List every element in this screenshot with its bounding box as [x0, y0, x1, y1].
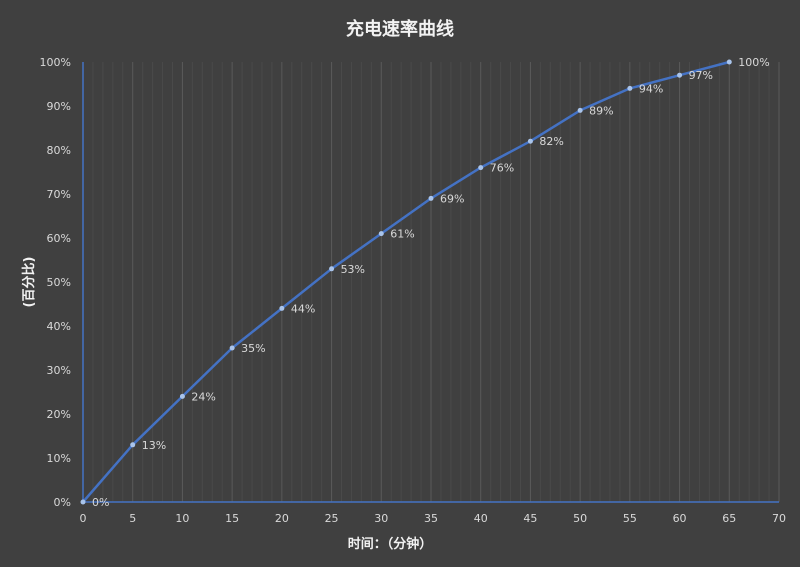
data-point: [329, 266, 335, 272]
y-tick-label: 70%: [47, 188, 71, 201]
x-tick-label: 70: [772, 512, 786, 525]
data-point: [80, 499, 86, 505]
data-point: [627, 85, 633, 91]
x-tick-label: 35: [424, 512, 438, 525]
data-label: 76%: [490, 162, 514, 175]
x-tick-label: 45: [523, 512, 537, 525]
data-point: [130, 442, 136, 448]
y-tick-label: 90%: [47, 100, 71, 113]
series: 0% 13% 24% 35% 44% 53% 61% 69% 76% 82% 89% 94% 97% 10…: [80, 56, 770, 509]
data-point: [577, 107, 583, 113]
y-tick-label: 10%: [47, 452, 71, 465]
data-label: 100%: [738, 56, 769, 69]
series-line: [82, 60, 730, 503]
x-tick-label: 65: [722, 512, 736, 525]
data-label: 61%: [390, 228, 414, 241]
data-label: 44%: [291, 302, 315, 315]
data-point: [478, 165, 484, 171]
axes: [82, 62, 779, 503]
y-axis-label: (百分比): [21, 257, 37, 308]
y-tick-label: 60%: [47, 232, 71, 245]
y-tick-label: 80%: [47, 144, 71, 157]
x-tick-label: 55: [623, 512, 637, 525]
y-tick-label: 0%: [54, 496, 71, 509]
x-tick-label: 15: [225, 512, 239, 525]
tick-labels: 0 5 10 15 20 25 30 35 40 45 50 55 60 65 70 0% 10% 20% 30% 4…: [40, 56, 786, 525]
data-label: 89%: [589, 104, 613, 117]
x-tick-label: 25: [325, 512, 339, 525]
x-tick-label: 10: [175, 512, 189, 525]
data-point: [527, 138, 533, 144]
x-tick-label: 50: [573, 512, 587, 525]
x-tick-label: 5: [129, 512, 136, 525]
data-point: [726, 59, 732, 65]
data-label: 0%: [92, 496, 109, 509]
data-point: [378, 231, 384, 237]
x-tick-label: 0: [80, 512, 87, 525]
y-tick-label: 50%: [47, 276, 71, 289]
data-label: 24%: [191, 390, 215, 403]
data-label: 35%: [241, 342, 265, 355]
data-label: 13%: [142, 439, 166, 452]
x-axis-label: 时间：（分钟）: [348, 536, 433, 552]
data-point: [229, 345, 235, 351]
y-tick-label: 100%: [40, 56, 71, 69]
data-label: 53%: [341, 263, 365, 276]
chart-title: 充电速率曲线: [346, 18, 454, 40]
y-tick-label: 40%: [47, 320, 71, 333]
data-point: [677, 72, 683, 78]
data-point: [428, 195, 434, 201]
data-label: 94%: [639, 82, 663, 95]
gridlines: [92, 62, 780, 502]
data-label: 97%: [689, 69, 713, 82]
data-point: [179, 393, 185, 399]
x-tick-label: 60: [673, 512, 687, 525]
y-tick-label: 20%: [47, 408, 71, 421]
data-label: 69%: [440, 192, 464, 205]
y-tick-label: 30%: [47, 364, 71, 377]
data-label: 82%: [539, 135, 563, 148]
x-tick-label: 20: [275, 512, 289, 525]
data-point: [279, 305, 285, 311]
x-tick-label: 30: [374, 512, 388, 525]
x-tick-label: 40: [474, 512, 488, 525]
